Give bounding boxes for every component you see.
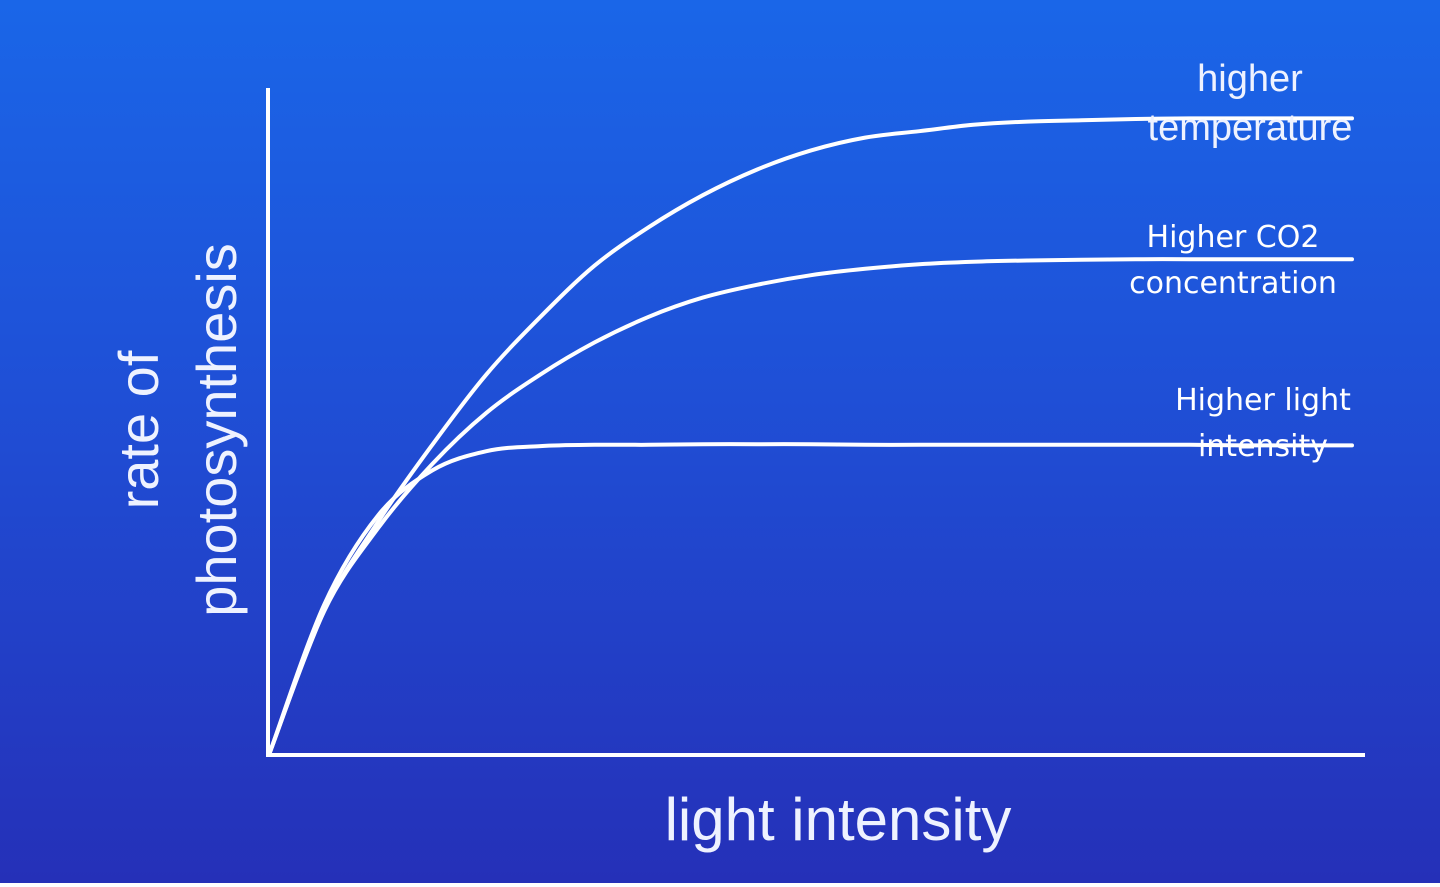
label-higher-co2-line-1: Higher CO2 xyxy=(1147,220,1320,255)
label-higher-light-intensity-line-2: intensity xyxy=(1198,429,1328,464)
series-line-higher-light-intensity xyxy=(268,442,1354,754)
series-layer xyxy=(268,116,1354,754)
y-axis-label: rate of photosynthesis xyxy=(107,243,248,617)
series-line-higher-temperature xyxy=(268,116,1354,754)
label-higher-co2: Higher CO2 concentration xyxy=(1129,220,1337,301)
label-higher-light-intensity: Higher light intensity xyxy=(1175,383,1351,464)
label-higher-temperature-line-1: higher xyxy=(1197,58,1303,100)
series-line-higher-co2 xyxy=(268,257,1354,754)
y-axis-label-line-1: rate of xyxy=(107,350,170,509)
y-axis-label-line-2: photosynthesis xyxy=(185,243,248,617)
label-higher-temperature-line-2: temperature xyxy=(1148,107,1353,149)
x-axis-label: light intensity xyxy=(665,786,1012,853)
label-higher-co2-line-2: concentration xyxy=(1129,266,1337,301)
label-higher-temperature: higher temperature xyxy=(1148,58,1353,149)
label-higher-light-intensity-line-1: Higher light xyxy=(1175,383,1351,418)
